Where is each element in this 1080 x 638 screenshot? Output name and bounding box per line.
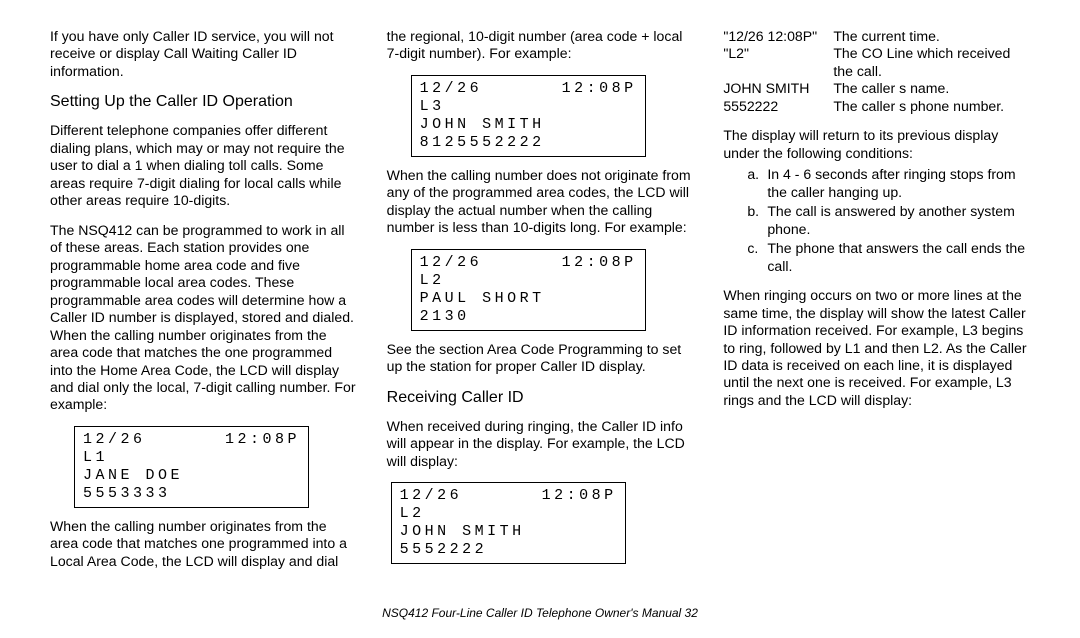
paragraph: The NSQ412 can be programmed to work in … bbox=[50, 222, 357, 414]
lcd-number: 5552222 bbox=[400, 541, 617, 559]
def-value: The current time. bbox=[833, 28, 1030, 45]
def-value: The caller s phone number. bbox=[833, 98, 1030, 115]
lcd-time: 12:08P bbox=[225, 431, 300, 449]
list-label: a. bbox=[747, 166, 767, 201]
lcd-number: 8125552222 bbox=[420, 134, 637, 152]
conditions-list: a. In 4 - 6 seconds after ringing stops … bbox=[723, 166, 1030, 275]
table-row: "12/26 12:08P" The current time. bbox=[723, 28, 1030, 45]
lcd-example-2: 12/26 12:08P L3 JOHN SMITH 8125552222 bbox=[411, 75, 646, 157]
list-text: The call is answered by another system p… bbox=[767, 203, 1030, 238]
table-row: 5552222 The caller s phone number. bbox=[723, 98, 1030, 115]
list-text: In 4 - 6 seconds after ringing stops fro… bbox=[767, 166, 1030, 201]
lcd-time: 12:08P bbox=[542, 487, 617, 505]
def-key: JOHN SMITH bbox=[723, 80, 833, 97]
lcd-example-4: 12/26 12:08P L2 JOHN SMITH 5552222 bbox=[391, 482, 626, 564]
lcd-example-3: 12/26 12:08P L2 PAUL SHORT 2130 bbox=[411, 249, 646, 331]
lcd-date: 12/26 bbox=[83, 431, 146, 449]
lcd-name: JOHN SMITH bbox=[400, 523, 617, 541]
def-value: The caller s name. bbox=[833, 80, 1030, 97]
paragraph: The display will return to its previous … bbox=[723, 127, 1030, 162]
paragraph: When ringing occurs on two or more lines… bbox=[723, 287, 1030, 409]
page-footer: NSQ412 Four-Line Caller ID Telephone Own… bbox=[0, 606, 1080, 620]
def-value: The CO Line which received the call. bbox=[833, 45, 1030, 80]
paragraph: If you have only Caller ID service, you … bbox=[50, 28, 357, 80]
lcd-name: JOHN SMITH bbox=[420, 116, 637, 134]
lcd-number: 5553333 bbox=[83, 485, 300, 503]
list-item: a. In 4 - 6 seconds after ringing stops … bbox=[747, 166, 1030, 201]
definition-table: "12/26 12:08P" The current time. "L2" Th… bbox=[723, 28, 1030, 115]
lcd-example-1: 12/26 12:08P L1 JANE DOE 5553333 bbox=[74, 426, 309, 508]
table-row: JOHN SMITH The caller s name. bbox=[723, 80, 1030, 97]
lcd-line: L2 bbox=[420, 272, 637, 290]
lcd-date: 12/26 bbox=[400, 487, 463, 505]
list-item: b. The call is answered by another syste… bbox=[747, 203, 1030, 238]
def-key: 5552222 bbox=[723, 98, 833, 115]
heading-receiving: Receiving Caller ID bbox=[387, 388, 694, 408]
lcd-line: L3 bbox=[420, 98, 637, 116]
list-item: c. The phone that answers the call ends … bbox=[747, 240, 1030, 275]
lcd-line: L2 bbox=[400, 505, 617, 523]
paragraph: When received during ringing, the Caller… bbox=[387, 418, 694, 470]
column-layout: If you have only Caller ID service, you … bbox=[50, 28, 1030, 588]
list-label: c. bbox=[747, 240, 767, 275]
document-page: If you have only Caller ID service, you … bbox=[0, 0, 1080, 638]
lcd-date: 12/26 bbox=[420, 254, 483, 272]
lcd-line: L1 bbox=[83, 449, 300, 467]
lcd-name: JANE DOE bbox=[83, 467, 300, 485]
lcd-time: 12:08P bbox=[562, 80, 637, 98]
paragraph: When the calling number does not origina… bbox=[387, 167, 694, 237]
def-key: "12/26 12:08P" bbox=[723, 28, 833, 45]
heading-setting-up: Setting Up the Caller ID Operation bbox=[50, 92, 357, 112]
lcd-name: PAUL SHORT bbox=[420, 290, 637, 308]
paragraph: See the section Area Code Programming to… bbox=[387, 341, 694, 376]
list-label: b. bbox=[747, 203, 767, 238]
lcd-number: 2130 bbox=[420, 308, 637, 326]
lcd-date: 12/26 bbox=[420, 80, 483, 98]
list-text: The phone that answers the call ends the… bbox=[767, 240, 1030, 275]
def-key: "L2" bbox=[723, 45, 833, 80]
paragraph: Different telephone companies offer diff… bbox=[50, 122, 357, 209]
lcd-time: 12:08P bbox=[562, 254, 637, 272]
table-row: "L2" The CO Line which received the call… bbox=[723, 45, 1030, 80]
